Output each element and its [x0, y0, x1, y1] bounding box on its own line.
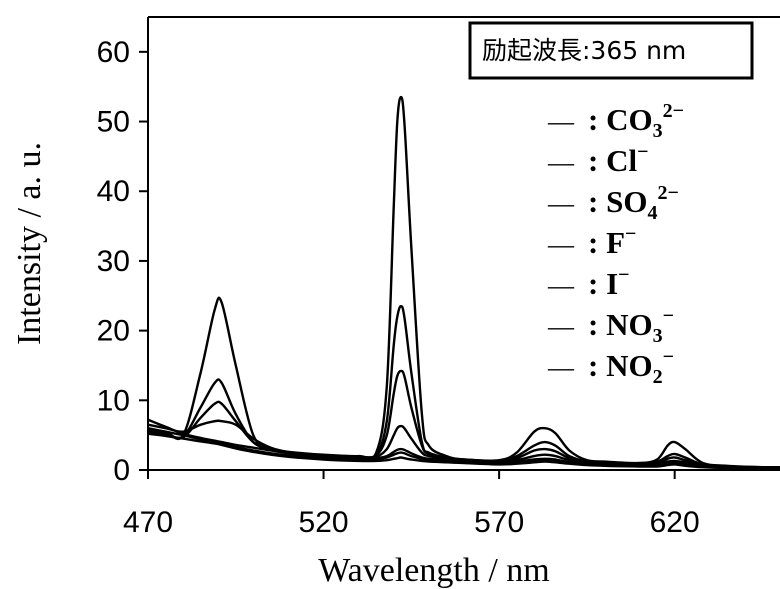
annotation-frame	[468, 21, 754, 80]
legend-item: — : SO42−	[547, 182, 679, 224]
legend-label: : Cl−	[588, 141, 648, 178]
legend-item: — : NO2−	[547, 346, 674, 388]
legend-label: : NO3−	[588, 305, 674, 347]
series-line-3	[147, 369, 780, 469]
legend-item: — : I−	[547, 264, 630, 301]
legend-line-swatch: —	[547, 312, 575, 341]
legend-item: — : F−	[547, 223, 636, 260]
x-tick-label: 520	[299, 506, 349, 539]
annotation-box: 励起波長:365 nm	[468, 21, 754, 80]
y-ticks: 0 10 20 30 40 50 60	[97, 36, 148, 487]
y-tick-label: 30	[97, 245, 130, 278]
legend-label: : F−	[588, 223, 636, 260]
y-tick-label: 50	[97, 106, 130, 139]
x-tick-label: 470	[123, 506, 173, 539]
legend-item: — : Cl−	[547, 141, 648, 178]
legend-label: : SO42−	[588, 182, 679, 224]
legend-label: : NO2−	[588, 346, 674, 388]
series-line-1	[147, 95, 780, 469]
series-lines	[147, 95, 780, 470]
y-axis-label: Intensity / a. u.	[11, 142, 48, 345]
y-tick-label: 40	[97, 175, 130, 208]
legend-line-swatch: —	[547, 353, 575, 382]
legend-label: : I−	[588, 264, 630, 301]
series-line-2	[147, 304, 780, 469]
y-tick-label: 0	[113, 454, 130, 487]
y-tick-label: 10	[97, 384, 130, 417]
annotation-text: 励起波長:365 nm	[482, 36, 686, 65]
axes	[147, 16, 780, 471]
series-line-7	[147, 432, 780, 470]
x-ticks: 470 520 570 620	[123, 470, 700, 539]
series-line-4	[147, 419, 780, 470]
x-tick-label: 570	[474, 506, 524, 539]
legend-line-swatch: —	[547, 107, 575, 136]
legend-line-swatch: —	[547, 189, 575, 218]
legend-item: — : CO32−	[547, 100, 684, 142]
legend-line-swatch: —	[547, 230, 575, 259]
legend-label: : CO32−	[588, 100, 684, 142]
legend-line-swatch: —	[547, 271, 575, 300]
y-tick-label: 60	[97, 36, 130, 69]
x-tick-label: 620	[650, 506, 700, 539]
y-tick-label: 20	[97, 315, 130, 348]
x-axis-label: Wavelength / nm	[318, 552, 549, 589]
legend-line-swatch: —	[547, 148, 575, 177]
legend-item: — : NO3−	[547, 305, 674, 347]
legend: —: CO32−—: Cl−—: SO42−—: F−—: I−—: NO3−—…	[547, 100, 684, 388]
